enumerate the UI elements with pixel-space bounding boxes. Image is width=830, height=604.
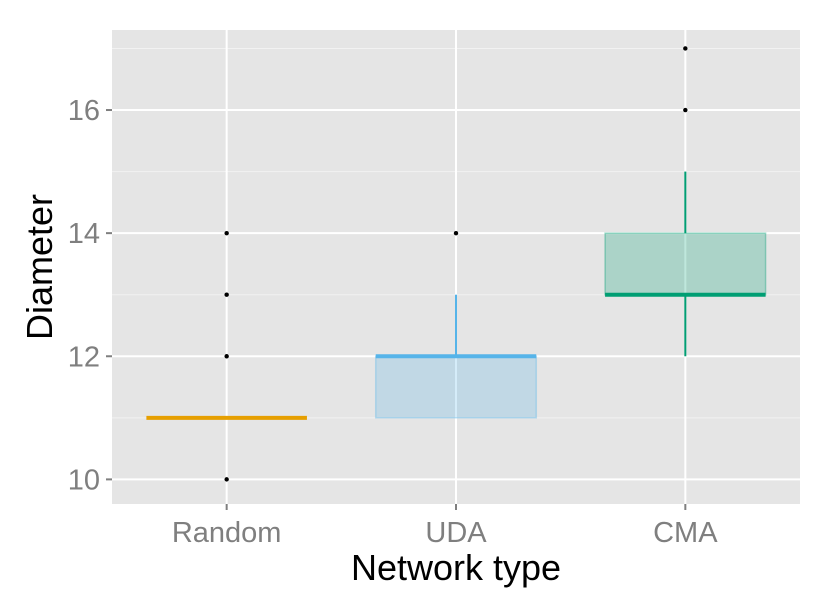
- outlier-point: [453, 230, 459, 236]
- outlier-point: [224, 354, 229, 359]
- y-axis-ticks: 10 12 14 16: [68, 95, 112, 496]
- outlier-point: [683, 107, 688, 113]
- outlier-point: [224, 230, 229, 236]
- y-axis-title: Diameter: [19, 194, 60, 340]
- x-tick-label: CMA: [653, 517, 718, 549]
- outlier-point: [224, 477, 229, 482]
- box-random: [146, 230, 307, 482]
- y-tick-label: 14: [68, 218, 100, 250]
- outlier-point: [224, 292, 229, 297]
- x-axis-title: Network type: [351, 547, 561, 588]
- box-series: [146, 46, 767, 482]
- x-tick-label: Random: [172, 517, 282, 549]
- box-iqr: [604, 232, 767, 296]
- box-iqr: [374, 355, 538, 419]
- outlier-point: [683, 46, 688, 51]
- y-tick-label: 12: [68, 341, 100, 373]
- x-tick-label: UDA: [425, 517, 487, 549]
- x-axis-ticks: Random UDA CMA: [172, 504, 718, 549]
- y-tick-label: 16: [68, 95, 100, 127]
- box-cma: [604, 46, 767, 357]
- box-uda: [374, 230, 538, 419]
- y-tick-label: 10: [68, 464, 100, 496]
